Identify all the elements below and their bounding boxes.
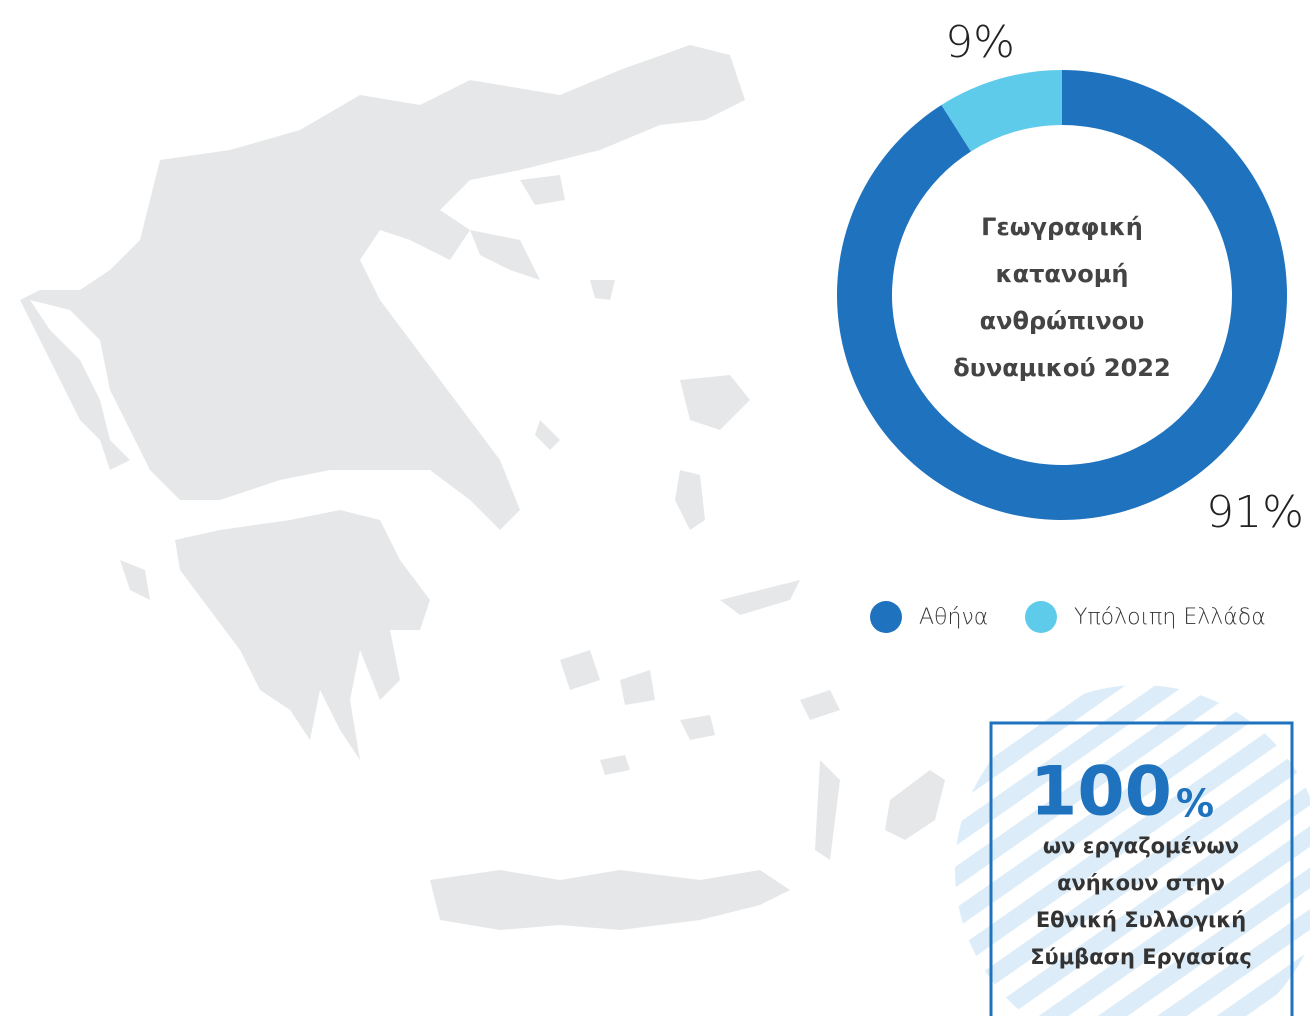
legend-label: Αθήνα <box>919 605 988 630</box>
highlight-text: Εθνική Συλλογική <box>1036 908 1246 932</box>
value-label: 9% <box>945 17 1015 68</box>
donut-center-title: δυναμικού 2022 <box>953 354 1170 382</box>
greece-map <box>20 45 945 930</box>
legend-swatch <box>1025 601 1057 633</box>
legend-swatch <box>870 601 902 633</box>
highlight-text: ανήκουν στην <box>1057 871 1225 895</box>
highlight-box <box>989 721 1294 1016</box>
highlight-number: 100 <box>1030 753 1172 832</box>
donut-segment <box>941 70 1062 152</box>
donut-center-title: ανθρώπινου <box>980 307 1145 335</box>
legend-label: Υπόλοιπη Ελλάδα <box>1074 605 1266 630</box>
donut-center-title: Γεωγραφική <box>981 213 1143 241</box>
highlight-text: ων εργαζομένων <box>1043 834 1239 858</box>
striped-circle <box>955 685 1310 1016</box>
highlight-unit: % <box>1176 782 1214 826</box>
value-label: 91% <box>1206 487 1304 538</box>
donut-segment <box>836 70 1287 520</box>
highlight-text: Σύμβαση Εργασίας <box>1030 945 1252 969</box>
donut-center-title: κατανομή <box>996 260 1129 288</box>
